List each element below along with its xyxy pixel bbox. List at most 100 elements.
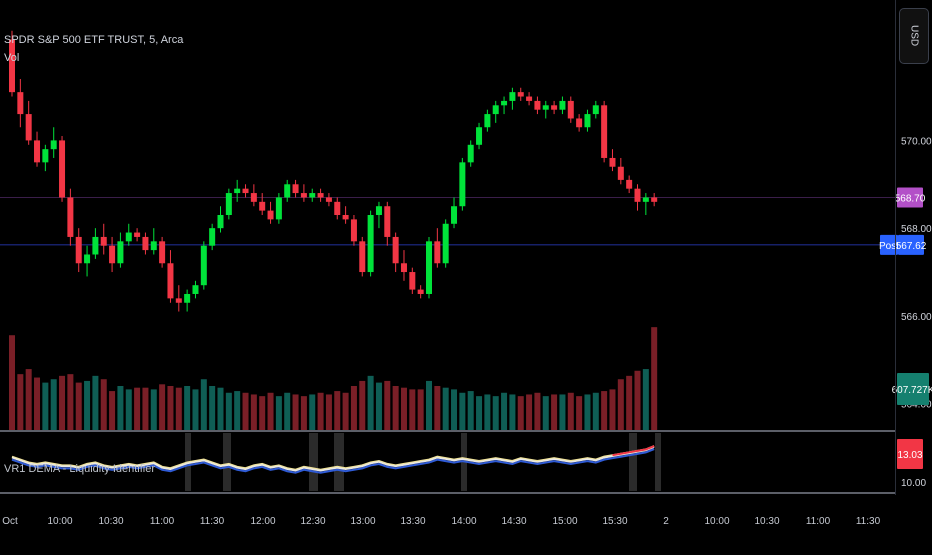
volume-label: Vol — [4, 52, 20, 64]
volume-bar — [567, 392, 574, 430]
volume-bar — [192, 389, 199, 430]
candle-body — [317, 193, 324, 198]
candle-body — [617, 166, 624, 180]
candle-body — [192, 285, 199, 294]
volume-bar — [242, 392, 249, 430]
volume-bar — [442, 387, 449, 430]
candle-body — [559, 100, 566, 110]
candle-body — [576, 118, 583, 128]
volume-bar — [209, 386, 216, 430]
candle-body — [175, 298, 182, 303]
indicator-line-blue — [11, 448, 655, 474]
candle-body — [350, 219, 357, 242]
volume-bar — [417, 389, 424, 430]
price-tick-label: 564.00 — [901, 400, 932, 411]
volume-bar — [359, 380, 366, 430]
candle-body — [384, 206, 391, 237]
time-axis-label: 11:00 — [150, 516, 175, 527]
volume-bar — [17, 374, 24, 430]
volume-bar — [175, 387, 182, 430]
candle-body — [17, 92, 24, 115]
currency-button[interactable]: USD — [899, 8, 929, 64]
candle-body — [584, 114, 591, 128]
candle-body — [400, 263, 407, 273]
volume-bar — [451, 389, 458, 430]
candle-body — [417, 289, 424, 294]
volume-bar — [34, 377, 41, 430]
indicator-band — [334, 433, 344, 491]
volume-bar — [292, 394, 299, 430]
candle-body — [342, 215, 349, 220]
volume-bar — [250, 394, 257, 430]
candle-body — [150, 241, 157, 251]
candle-body — [426, 241, 432, 294]
candle-body — [434, 241, 441, 264]
candle-body — [509, 92, 516, 101]
candle-body — [250, 193, 257, 202]
last-price-tag: 568.70 — [895, 193, 926, 204]
candle-body — [651, 197, 658, 202]
candle-body — [92, 236, 99, 255]
candle-body — [34, 140, 41, 163]
volume-bar — [584, 394, 591, 430]
time-axis-label: Oct — [2, 516, 18, 527]
candle-body — [442, 223, 449, 264]
volume-bar — [142, 387, 149, 430]
volume-bar — [200, 379, 207, 430]
candle-body — [409, 272, 416, 290]
volume-bar — [592, 392, 599, 430]
volume-bar — [484, 394, 491, 430]
candle-body — [159, 241, 166, 264]
time-axis-label: 14:00 — [451, 516, 476, 527]
volume-bar — [159, 384, 166, 430]
volume-bar — [167, 386, 174, 430]
volume-bar — [392, 386, 399, 430]
volume-bar — [400, 387, 407, 430]
volume-bar — [551, 394, 558, 430]
candle-body — [117, 241, 124, 264]
volume-bar — [559, 394, 566, 430]
candle-body — [50, 140, 57, 150]
candle-body — [134, 232, 141, 237]
volume-bar — [217, 387, 224, 430]
last-price-tag-bg — [897, 187, 923, 208]
candle-body — [75, 236, 82, 264]
volume-bar — [275, 396, 282, 430]
volume-bar — [542, 396, 549, 430]
indicator-line-yellow — [11, 445, 655, 471]
time-axis-label: 15:30 — [602, 516, 627, 527]
volume-bar — [526, 394, 533, 430]
volume-bar — [634, 370, 641, 430]
candle-body — [526, 96, 533, 101]
candle-body — [601, 105, 608, 158]
candle-body — [492, 105, 499, 115]
candle-body — [542, 105, 549, 110]
indicator-line-white — [11, 446, 655, 472]
candle-body — [451, 206, 458, 224]
indicator-value-tag: 13.03 — [897, 450, 922, 461]
volume-bar — [259, 396, 266, 430]
volume-bar — [384, 380, 391, 430]
price-axis-panel[interactable] — [895, 0, 932, 495]
volume-bar — [184, 386, 191, 430]
indicator-band — [309, 433, 318, 491]
candle-body — [592, 105, 599, 115]
time-axis-label: 15:00 — [552, 516, 577, 527]
volume-bar — [92, 375, 99, 430]
volume-bar — [309, 394, 316, 430]
indicator-band — [655, 433, 661, 491]
candle-body — [392, 236, 399, 264]
price-tick-label: 570.00 — [901, 136, 932, 147]
candle-body — [42, 149, 49, 163]
candle-body — [242, 188, 249, 194]
candle-body — [142, 236, 149, 251]
candle-body — [567, 100, 574, 119]
candle-body — [209, 228, 216, 246]
symbol-title: SPDR S&P 500 ETF TRUST, 5, Arca — [4, 34, 184, 46]
candle-body — [267, 210, 274, 220]
time-axis-label: 10:00 — [704, 516, 729, 527]
volume-bar — [125, 389, 132, 430]
candle-body — [309, 193, 316, 198]
